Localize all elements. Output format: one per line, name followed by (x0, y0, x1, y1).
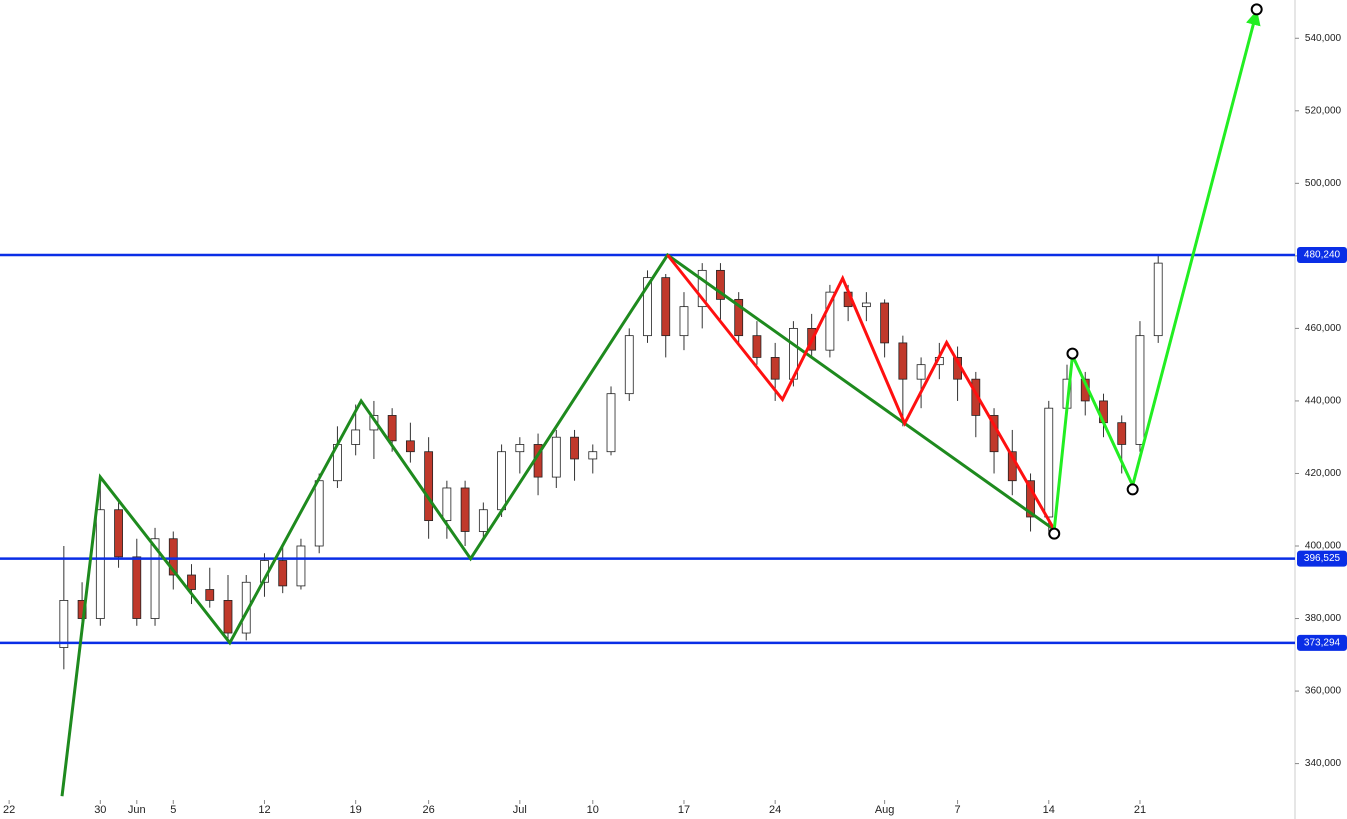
candle-body (716, 269, 725, 300)
candle-body (442, 487, 452, 522)
pivot-marker (1126, 483, 1139, 496)
candle-body (770, 357, 780, 380)
x-tick-label: 17 (678, 804, 690, 816)
y-tick-label: 340,000 (1305, 758, 1342, 769)
candle-body (114, 509, 123, 558)
x-tick-label: 21 (1134, 804, 1146, 816)
y-tick-label: 360,000 (1305, 686, 1342, 697)
candle-body (478, 509, 488, 532)
candle-body (551, 436, 561, 478)
y-tick-label: 500,000 (1305, 178, 1342, 189)
level-label-box (1297, 550, 1347, 567)
candle-body (825, 291, 835, 351)
candle-body (606, 393, 616, 453)
candle-body (861, 302, 871, 308)
x-tick-label: 30 (94, 804, 106, 816)
candle-body (752, 335, 762, 358)
candle-body (1117, 422, 1127, 445)
candle-body (898, 342, 908, 380)
candle-body (314, 480, 324, 547)
y-tick-label: 520,000 (1305, 105, 1342, 116)
x-tick-label: 12 (258, 804, 270, 816)
candle-body (679, 306, 689, 337)
x-tick-label: Jun (128, 804, 146, 816)
candle-body (351, 429, 361, 445)
level-label-box (1297, 246, 1347, 263)
level-label: 396,525 (1304, 553, 1341, 564)
candle-body (1026, 480, 1035, 518)
y-tick-label: 440,000 (1305, 396, 1342, 407)
x-tick-label: 14 (1043, 804, 1055, 816)
zigzag-line (666, 254, 1056, 531)
pivot-marker (1066, 347, 1079, 360)
candle-body (278, 560, 288, 587)
x-tick-label: 19 (350, 804, 362, 816)
candle-body (697, 269, 707, 308)
x-tick-label: 5 (170, 804, 176, 816)
candle-body (916, 364, 926, 380)
x-tick-label: 22 (3, 804, 15, 816)
candle-body (661, 277, 671, 337)
candle-body (95, 509, 105, 619)
candle-body (1044, 407, 1054, 518)
y-tick-label: 380,000 (1305, 613, 1342, 624)
candle-body (588, 451, 598, 460)
x-tick-label: Aug (875, 804, 895, 816)
candle-body (624, 335, 634, 395)
y-tick-label: 460,000 (1305, 323, 1342, 334)
candle-body (1153, 262, 1163, 337)
level-label: 373,294 (1304, 637, 1341, 648)
candle-body (424, 451, 434, 522)
y-tick-label: 540,000 (1305, 33, 1342, 44)
candle-body (1135, 335, 1145, 445)
y-tick-label: 420,000 (1305, 468, 1342, 479)
candle-body (497, 451, 506, 511)
candle-body (405, 440, 415, 453)
y-tick-label: 400,000 (1305, 541, 1342, 552)
candle-body (460, 487, 470, 532)
candle-body (387, 415, 397, 442)
candle-body (187, 574, 196, 590)
candle-body (515, 444, 525, 453)
candle-body (150, 538, 160, 619)
candle-body (168, 538, 178, 576)
zigzag-line (1052, 9, 1261, 530)
x-tick-label: 7 (955, 804, 961, 816)
x-tick-label: 10 (587, 804, 599, 816)
pivot-marker (1048, 527, 1061, 540)
x-tick-label: Jul (513, 804, 527, 816)
level-label-box (1297, 634, 1347, 651)
candle-body (205, 589, 215, 601)
level-label: 480,240 (1304, 250, 1341, 261)
x-tick-label: 26 (423, 804, 435, 816)
candle-body (570, 436, 579, 460)
candle-body (223, 600, 233, 634)
pivot-marker (1250, 3, 1263, 16)
candle-body (59, 600, 69, 648)
candle-body (734, 298, 744, 337)
candle-body (132, 556, 142, 619)
candle-body (880, 302, 890, 344)
x-tick-label: 24 (769, 804, 781, 816)
candle-body (643, 277, 652, 337)
candle-body (296, 545, 306, 587)
zigzag-line (60, 252, 1056, 797)
